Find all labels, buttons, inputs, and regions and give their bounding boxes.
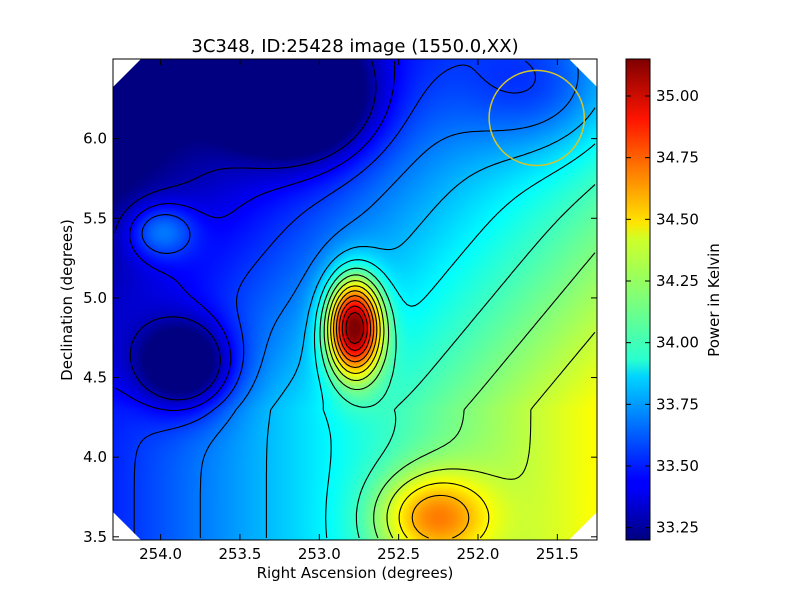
x-tick-label: 253.5 — [218, 545, 261, 563]
contour-line — [313, 143, 596, 539]
y-tick-label: 4.5 — [83, 369, 107, 387]
colorbar-tick-label: 35.00 — [656, 87, 699, 105]
colorbar-label: Power in Kelvin — [705, 243, 723, 357]
contour-line — [265, 107, 596, 538]
heatmap — [113, 59, 597, 540]
colorbar-tick-label: 34.75 — [656, 149, 699, 167]
y-tick-label: 4.0 — [83, 448, 107, 466]
contour-line — [114, 60, 377, 401]
contour-line — [330, 285, 490, 539]
contour-line — [319, 184, 596, 539]
x-tick-label: 253.0 — [298, 545, 341, 563]
contour-line — [338, 300, 372, 357]
contour-line — [133, 60, 537, 538]
contour-line — [323, 252, 596, 539]
contour-line — [335, 295, 375, 363]
x-axis-label: Right Ascension (degrees) — [257, 564, 454, 582]
chart-title: 3C348, ID:25428 image (1550.0,XX) — [191, 36, 518, 57]
y-tick-label: 3.5 — [83, 528, 107, 546]
y-tick-label: 5.0 — [83, 289, 107, 307]
colorbar-tick-label: 34.00 — [656, 334, 699, 352]
colorbar-tick-label: 34.50 — [656, 210, 699, 228]
colorbar: 33.25 33.50 33.75 34.00 34.25 34.50 34.75 35.00… — [625, 58, 723, 541]
colorbar-tick-label: 34.25 — [656, 272, 699, 290]
beam-circle — [488, 69, 586, 167]
contour-line — [327, 280, 596, 539]
plot-area: 254.0 253.5 253.0 252.5 252.0 251.5 3.5 4.0 4.5… — [83, 58, 598, 563]
y-tick-label: 6.0 — [83, 130, 107, 148]
heatmap-image — [113, 59, 597, 540]
colorbar-tick-label: 33.25 — [656, 519, 699, 537]
contour-line — [345, 311, 365, 345]
y-tick-label: 5.5 — [83, 209, 107, 227]
contour-line — [341, 305, 368, 352]
contour-line — [114, 61, 396, 412]
y-axis-label: Declination (degrees) — [58, 219, 76, 381]
y-axis-ticks: 3.5 4.0 4.5 5.0 5.5 6.0 — [83, 130, 597, 546]
colorbar-tick-label: 33.75 — [656, 395, 699, 413]
plot-frame — [112, 58, 598, 541]
x-tick-label: 254.0 — [139, 545, 182, 563]
contour-line — [332, 290, 470, 539]
x-tick-label: 252.5 — [377, 545, 420, 563]
x-tick-label: 251.5 — [536, 545, 579, 563]
x-axis-ticks: 254.0 253.5 253.0 252.5 252.0 251.5 — [139, 59, 579, 563]
colorbar-ticks: 33.25 33.50 33.75 34.00 34.25 34.50 34.75 35.00 — [626, 87, 699, 537]
contour-lines — [114, 60, 596, 539]
x-tick-label: 252.0 — [457, 545, 500, 563]
colorbar-gradient — [625, 58, 651, 541]
colorbar-tick-label: 33.50 — [656, 457, 699, 475]
